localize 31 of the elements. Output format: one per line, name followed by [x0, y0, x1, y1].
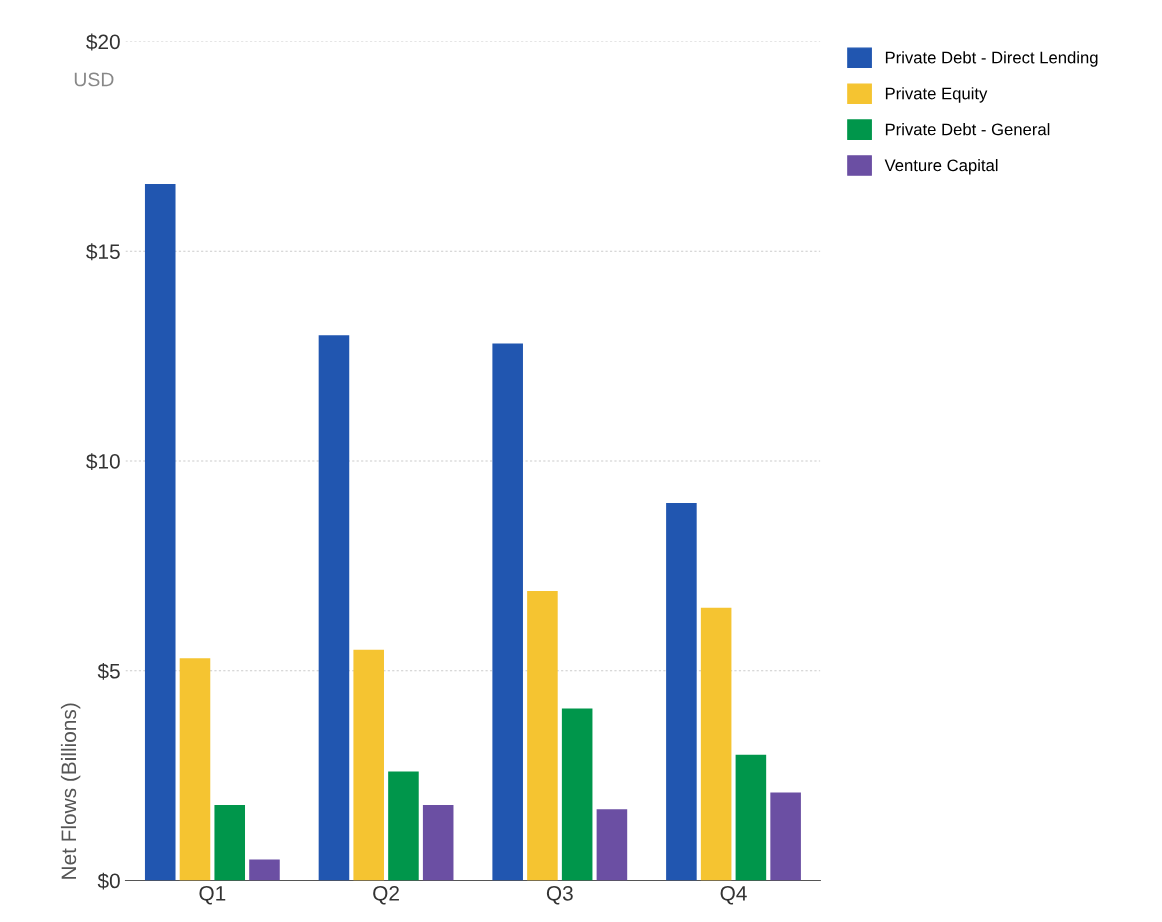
bar — [353, 649, 384, 881]
bar — [179, 658, 211, 881]
y-axis-title: Net Flows (Billions) — [60, 703, 81, 879]
bar — [422, 805, 454, 881]
bar — [735, 754, 767, 881]
y-tick-label: $10 — [86, 453, 120, 470]
bar — [770, 792, 801, 881]
bar — [144, 184, 176, 881]
text: USD — [74, 72, 114, 87]
bar — [318, 335, 350, 881]
legend-label: Private Debt - General — [885, 123, 1050, 136]
bar — [666, 502, 697, 881]
bar — [596, 809, 628, 881]
x-tick-label: Q1 — [199, 885, 226, 905]
x-tick-label: Q4 — [720, 885, 747, 905]
legend-label: Venture Capital — [884, 159, 998, 175]
x-tick-label: Q3 — [546, 885, 573, 905]
bar — [249, 859, 280, 881]
x-tick-label: Q2 — [373, 885, 399, 905]
bar — [700, 607, 732, 881]
bar — [214, 805, 246, 881]
y-tick-label: $0 — [97, 872, 120, 890]
legend-label: Private Debt - Direct Lending — [885, 51, 1098, 67]
y-tick-label: $5 — [97, 662, 120, 680]
bar — [388, 771, 419, 881]
y-tick-label: $20 — [86, 33, 120, 51]
bar — [561, 708, 593, 881]
legend-label: Private Equity — [885, 87, 988, 103]
bar — [492, 343, 523, 881]
y-tick-label: $15 — [86, 243, 120, 261]
bar — [527, 591, 558, 881]
